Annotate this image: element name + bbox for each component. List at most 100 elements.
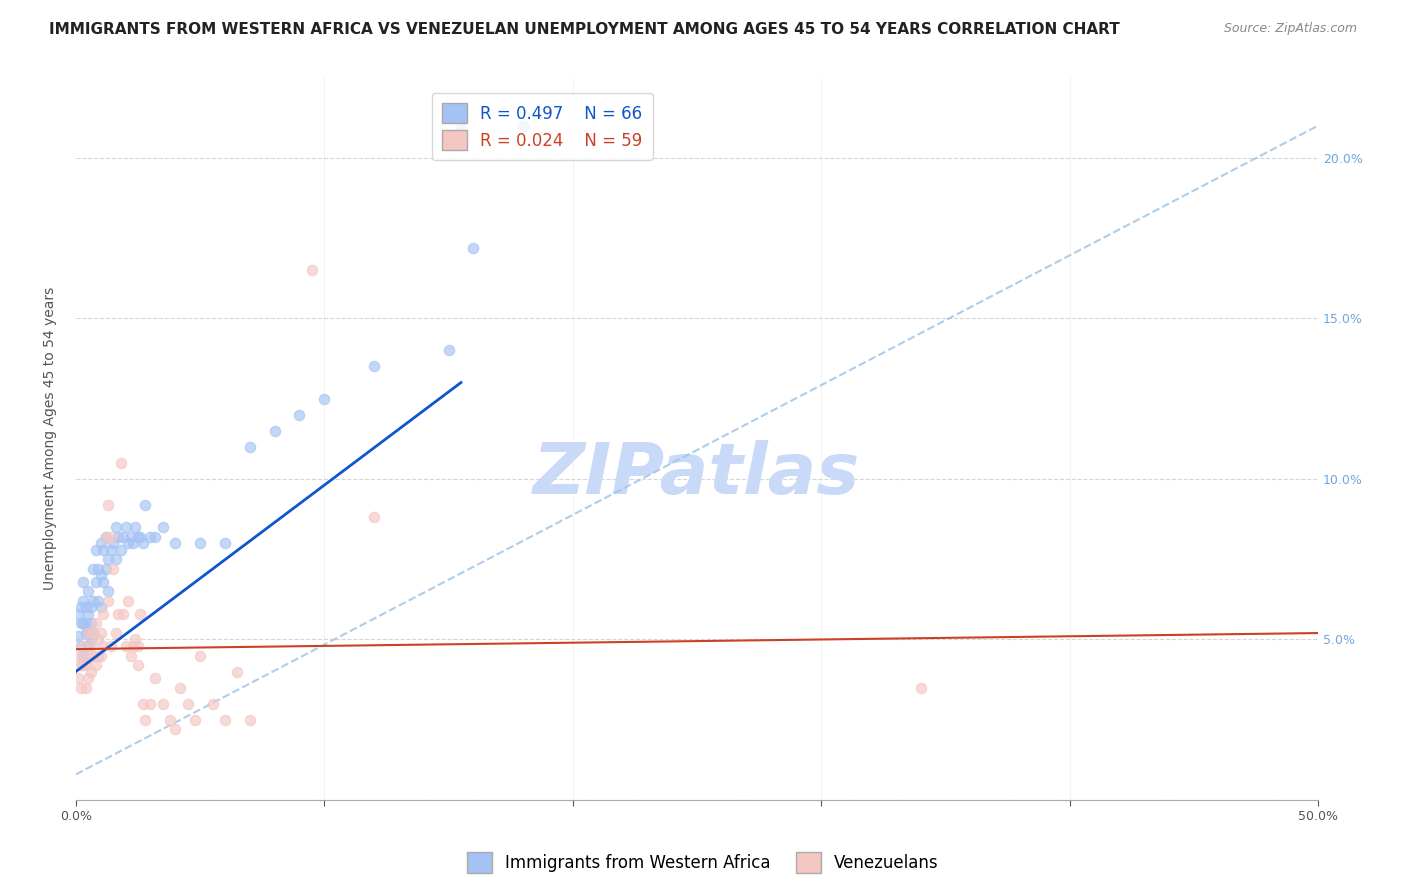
Point — [188, 536, 211, 550]
Point — [80, 600, 103, 615]
Point — [134, 498, 156, 512]
Point — [165, 536, 187, 550]
Point — [75, 658, 97, 673]
Point — [107, 530, 129, 544]
Point — [112, 530, 135, 544]
Point — [90, 626, 112, 640]
Point — [67, 629, 90, 643]
Point — [77, 626, 100, 640]
Legend: Immigrants from Western Africa, Venezuelans: Immigrants from Western Africa, Venezuel… — [460, 846, 946, 880]
Y-axis label: Unemployment Among Ages 45 to 54 years: Unemployment Among Ages 45 to 54 years — [44, 287, 58, 591]
Point — [80, 616, 103, 631]
Point — [67, 648, 90, 663]
Point — [127, 530, 149, 544]
Point — [87, 648, 110, 663]
Point — [301, 263, 323, 277]
Point — [363, 510, 385, 524]
Point — [910, 681, 932, 695]
Point — [165, 723, 187, 737]
Point — [77, 607, 100, 621]
Point — [97, 552, 120, 566]
Point — [90, 568, 112, 582]
Point — [122, 639, 145, 653]
Text: ZIPatlas: ZIPatlas — [533, 441, 860, 509]
Point — [104, 552, 127, 566]
Point — [69, 658, 91, 673]
Point — [82, 626, 104, 640]
Point — [75, 681, 97, 695]
Point — [91, 607, 114, 621]
Point — [214, 713, 236, 727]
Point — [117, 594, 139, 608]
Point — [84, 616, 107, 631]
Point — [239, 440, 262, 454]
Point — [84, 542, 107, 557]
Point — [82, 648, 104, 663]
Text: Source: ZipAtlas.com: Source: ZipAtlas.com — [1223, 22, 1357, 36]
Point — [129, 530, 152, 544]
Point — [110, 456, 132, 470]
Point — [100, 542, 122, 557]
Point — [69, 600, 91, 615]
Point — [77, 648, 100, 663]
Point — [114, 639, 136, 653]
Point — [110, 542, 132, 557]
Point — [139, 530, 162, 544]
Point — [184, 713, 207, 727]
Point — [90, 600, 112, 615]
Legend: R = 0.497    N = 66, R = 0.024    N = 59: R = 0.497 N = 66, R = 0.024 N = 59 — [432, 93, 652, 161]
Point — [72, 648, 94, 663]
Point — [463, 241, 485, 255]
Point — [100, 530, 122, 544]
Point — [214, 536, 236, 550]
Point — [87, 562, 110, 576]
Point — [314, 392, 336, 406]
Point — [75, 600, 97, 615]
Point — [91, 639, 114, 653]
Point — [139, 697, 162, 711]
Point — [91, 542, 114, 557]
Point — [122, 536, 145, 550]
Point — [97, 498, 120, 512]
Point — [117, 536, 139, 550]
Point — [124, 520, 146, 534]
Point — [120, 530, 142, 544]
Point — [77, 626, 100, 640]
Point — [69, 616, 91, 631]
Point — [104, 520, 127, 534]
Point — [94, 530, 117, 544]
Point — [72, 574, 94, 589]
Point — [104, 626, 127, 640]
Point — [134, 713, 156, 727]
Point — [75, 626, 97, 640]
Point — [201, 697, 224, 711]
Point — [82, 594, 104, 608]
Point — [87, 594, 110, 608]
Point — [67, 671, 90, 685]
Point — [82, 626, 104, 640]
Point — [132, 536, 155, 550]
Point — [101, 562, 124, 576]
Point — [90, 536, 112, 550]
Point — [80, 665, 103, 679]
Point — [72, 658, 94, 673]
Point — [450, 121, 472, 136]
Point — [75, 616, 97, 631]
Point — [77, 639, 100, 653]
Point — [169, 681, 191, 695]
Point — [80, 632, 103, 647]
Point — [69, 681, 91, 695]
Point — [87, 632, 110, 647]
Point — [159, 713, 181, 727]
Point — [69, 639, 91, 653]
Point — [72, 616, 94, 631]
Point — [145, 530, 167, 544]
Point — [90, 648, 112, 663]
Point — [67, 607, 90, 621]
Point — [72, 639, 94, 653]
Point — [145, 671, 167, 685]
Point — [114, 520, 136, 534]
Point — [437, 343, 460, 358]
Point — [107, 607, 129, 621]
Point — [72, 594, 94, 608]
